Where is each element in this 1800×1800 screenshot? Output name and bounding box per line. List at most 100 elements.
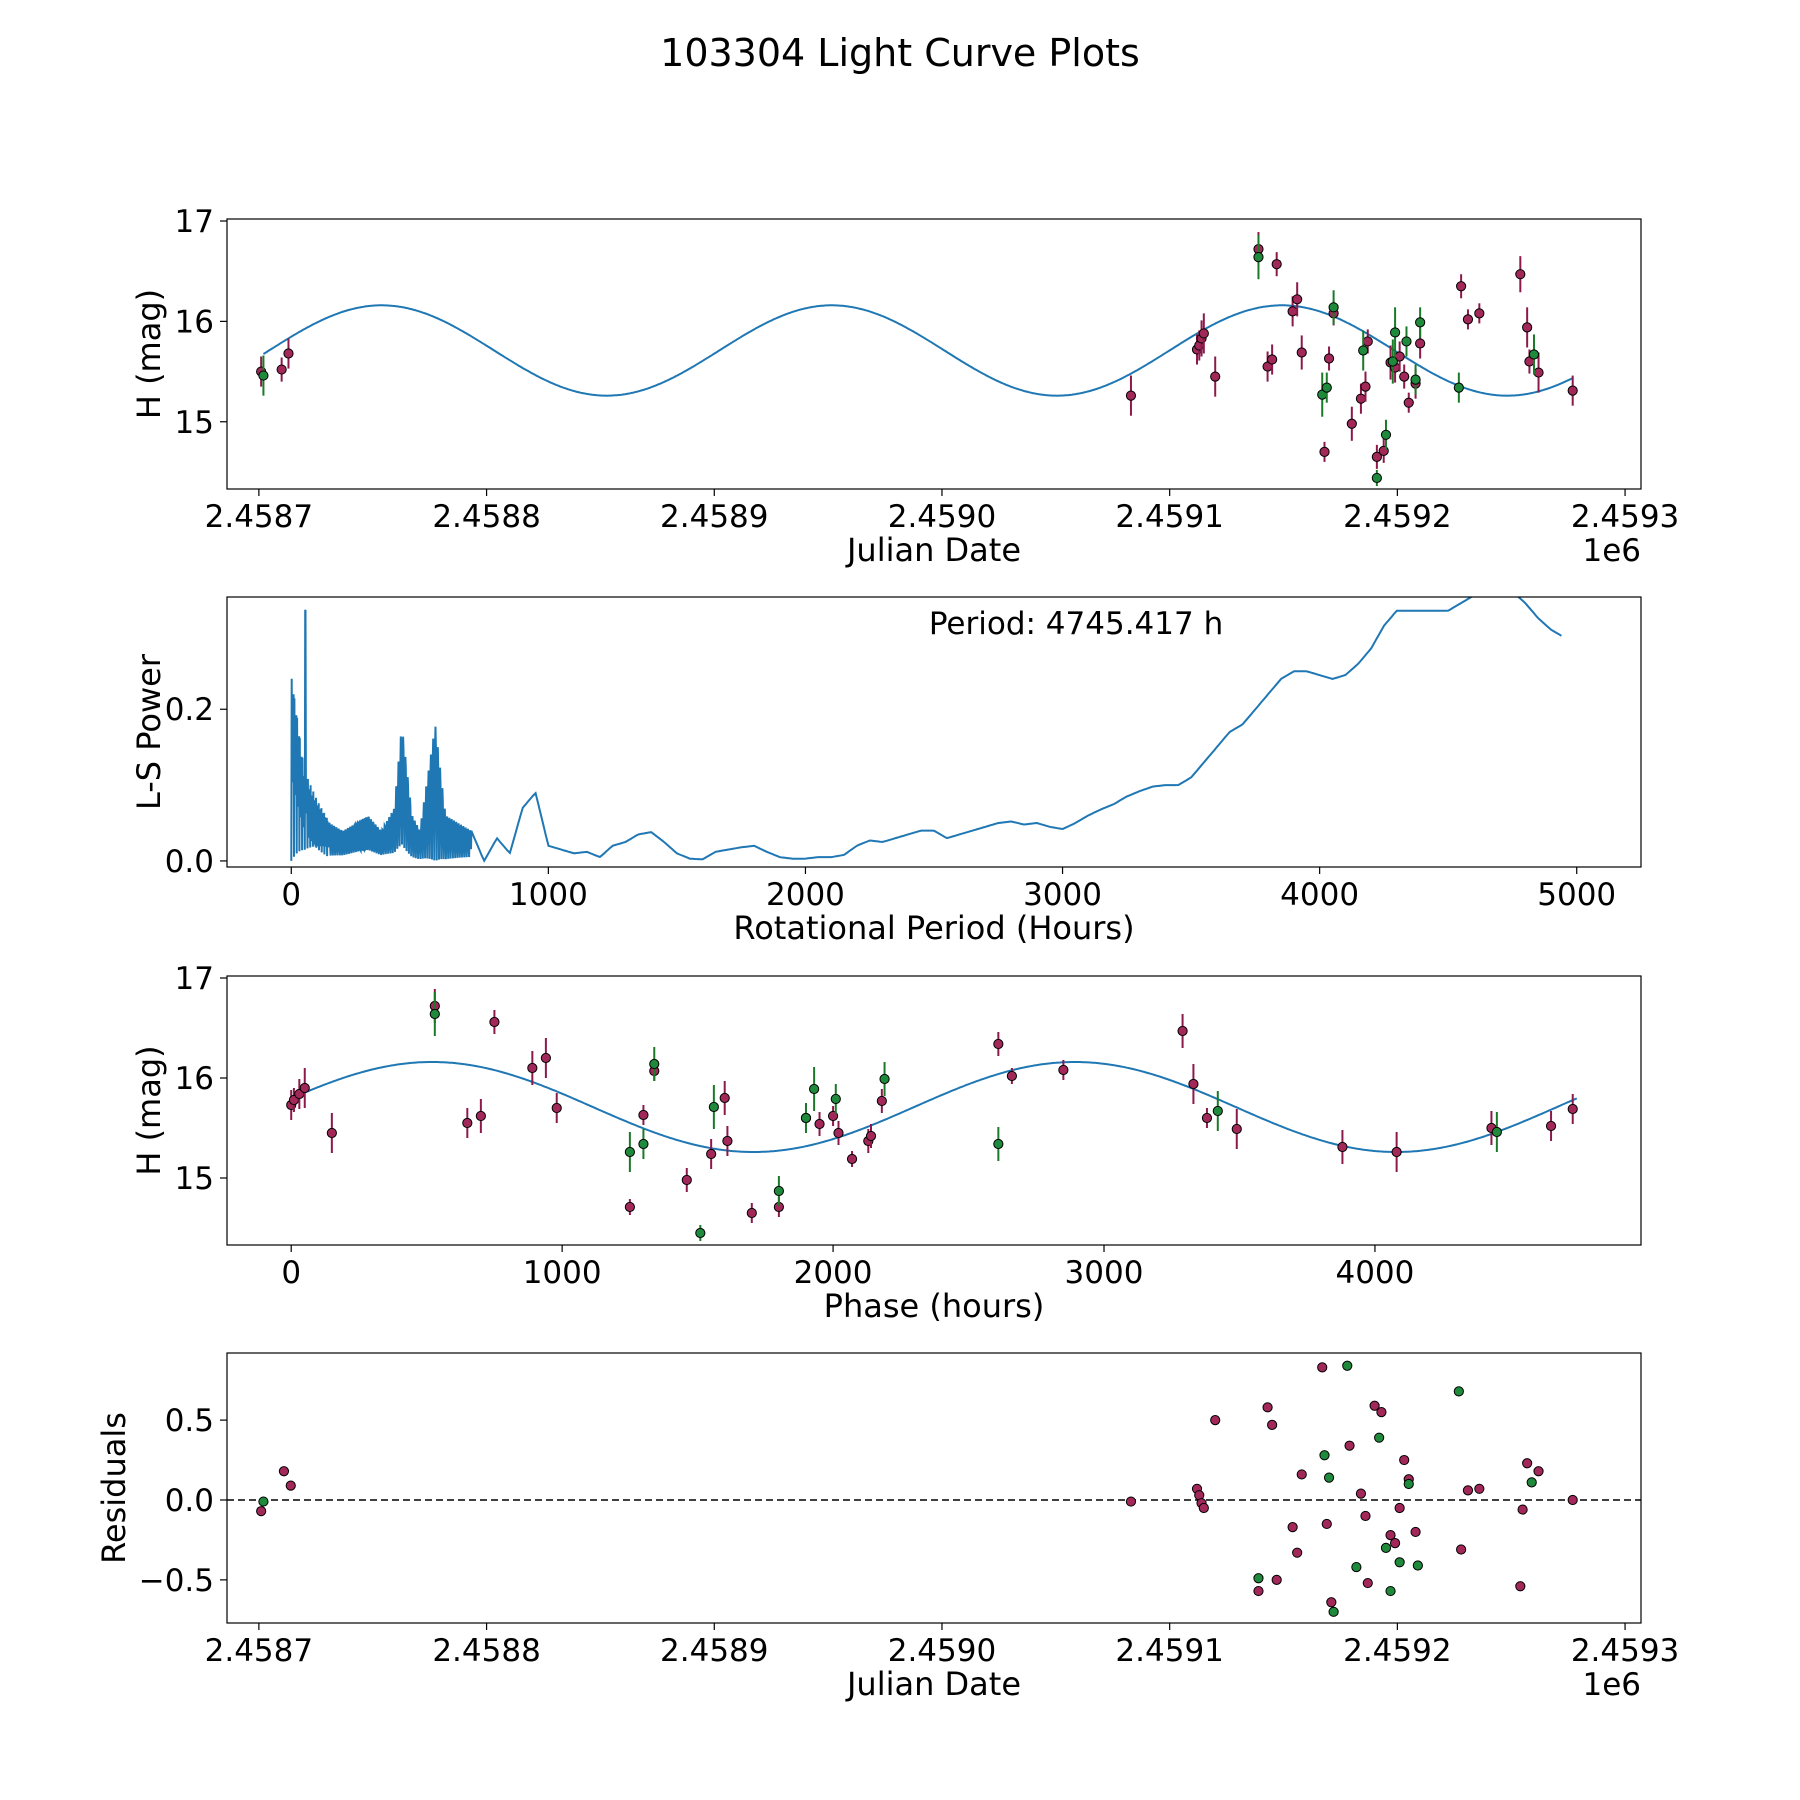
lc-ytick-label: 15 [175,405,214,441]
lc-data-point [1323,353,1335,364]
lc-data-point [1567,385,1578,396]
phase-data-point [624,1146,635,1158]
phase-data-point [1058,1064,1069,1076]
lc-axes: 2.4587 2.4588 2.4589 2.4590 2.4591 2.4592 2.45… [175,204,1680,535]
phase-data-point [800,1112,812,1124]
lc-data-point [1321,382,1332,393]
resid-xtick-label: 2.4589 [660,1633,768,1669]
phase-data-point [706,1148,717,1160]
resid-data-point [1410,1526,1421,1538]
lc-data-point [1371,472,1382,484]
resid-data-point [1317,1362,1328,1373]
lc-xtick-label: 2.4588 [432,499,540,535]
resid-data-point [1351,1561,1362,1573]
resid-data-point [1412,1560,1423,1571]
phase-data-point [540,1052,551,1064]
resid-data-point [1385,1585,1396,1597]
lc-data-point [1456,281,1467,292]
phase-model-curve [290,1061,1578,1153]
lc-data-point [1462,314,1474,325]
phase-data-point [993,1138,1004,1150]
panel-residuals: Julian Date Residuals 1e6 [95,1412,1641,1703]
phase-data-point [876,1095,887,1107]
phase-data-point [879,1073,890,1085]
phase-xtick-label: 3000 [1065,1255,1144,1291]
resid-data-point [1385,1530,1396,1541]
phase-data-point [830,1093,841,1105]
phase-data-point [695,1227,706,1239]
phase-data-point [475,1110,486,1122]
phase-data-point [1006,1070,1017,1082]
phase-data-point [1201,1112,1213,1124]
resid-data-point [1462,1485,1474,1496]
phase-data-point [462,1117,473,1129]
phase-data-point [833,1127,844,1139]
resid-ytick-label: −0.5 [139,1563,214,1599]
phase-data-point [1391,1146,1402,1158]
lc-data-point [276,364,287,375]
phase-data-point [708,1101,719,1113]
resid-data-point [258,1496,269,1507]
resid-data-point [1271,1574,1282,1585]
resid-y-axis-label: Residuals [95,1412,133,1564]
phase-data-point [551,1102,562,1114]
phase-data-point [638,1138,649,1150]
lc-data-point [1271,259,1282,270]
resid-ytick-label: 0.5 [165,1403,214,1439]
lc-data-point [1403,397,1414,408]
lc-data-point [1346,418,1357,429]
lc-data-point [283,348,294,359]
lc-data-point [1210,371,1221,382]
resid-data-point [1326,1597,1337,1608]
lc-xtick-label: 2.4590 [888,499,996,535]
period-annotation: Period: 4745.417 h [929,606,1223,642]
lc-data-point [1389,327,1401,338]
resid-data-point [1319,1450,1330,1461]
lc-data-point [1415,317,1426,328]
lc-data-point [1125,390,1137,401]
phase-data-point [527,1062,538,1074]
resid-series-r [256,1362,1578,1608]
lc-plot-frame [226,218,1642,490]
figure-title: 103304 Light Curve Plots [660,31,1140,75]
lc-data-point [1292,294,1303,305]
lc-x-offset-label: 1e6 [1582,533,1641,569]
phase-data-point [846,1153,858,1165]
resid-data-point [1522,1458,1533,1469]
lc-data-point [1371,451,1382,462]
resid-data-point [1399,1454,1410,1466]
phase-data-point [1337,1141,1348,1153]
resid-x-axis-label: Julian Date [845,1665,1021,1703]
resid-data-point [256,1506,267,1517]
phase-ytick-label: 15 [175,1161,214,1197]
resid-xtick-label: 2.4592 [1343,1633,1451,1669]
phase-data-point [773,1185,784,1197]
lc-data-point [1522,322,1533,333]
resid-data-point [1253,1585,1264,1597]
panel-phase-folded: Phase (hours) H (mag) [130,1045,1044,1325]
resid-data-point [1533,1466,1544,1477]
resid-series-g [258,1360,1537,1617]
resid-data-point [1394,1502,1405,1514]
resid-data-point [1453,1386,1464,1397]
lc-data-point [1362,336,1373,347]
lc-xtick-label: 2.4592 [1343,499,1451,535]
phase-data-point [1177,1025,1188,1037]
resid-data-point [1253,1573,1264,1584]
resid-axes: 2.4587 2.4588 2.4589 2.4590 2.4591 2.4592 2.45… [139,1403,1680,1669]
phase-data-point [326,1127,337,1139]
phase-data-point [681,1174,692,1186]
resid-plot-frame [226,1352,1642,1624]
resid-data-point [1394,1557,1405,1568]
lc-xtick-label: 2.4589 [660,499,768,535]
ls-xtick-label: 1000 [509,877,588,913]
panel-light-curve: Julian Date H (mag) 1e6 [130,289,1641,569]
resid-xtick-label: 2.4591 [1115,1633,1223,1669]
resid-data-point [1355,1488,1367,1499]
resid-ytick-label: 0.0 [165,1483,214,1519]
phase-xtick-label: 4000 [1335,1255,1414,1291]
lc-data-point [1515,269,1526,280]
resid-data-point [1456,1544,1467,1555]
resid-data-point [1369,1400,1380,1411]
